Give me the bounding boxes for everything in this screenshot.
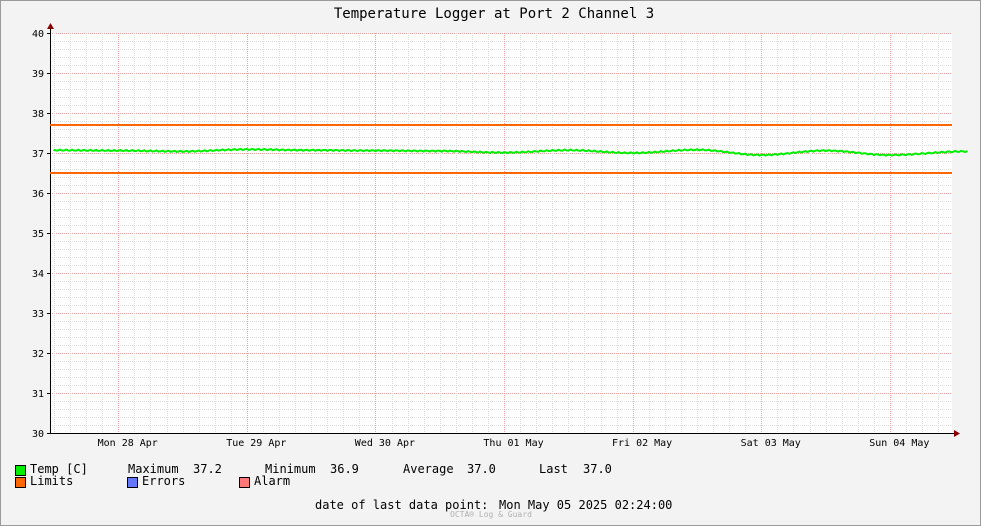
- y-tick-label: 39: [32, 69, 44, 80]
- y-tick-label: 32: [32, 349, 44, 360]
- last-point-value: Mon May 05 2025 02:24:00: [499, 498, 673, 512]
- temp-series-line: [53, 147, 968, 157]
- last-label: Last: [539, 462, 568, 476]
- alarm-swatch: [239, 477, 250, 488]
- maximum-value: 37.2: [193, 462, 222, 476]
- temp-data-point: [53, 149, 55, 151]
- x-tick-label: Fri 02 May: [612, 438, 672, 449]
- x-tick-label: Sun 04 May: [869, 438, 929, 449]
- temp-data-point: [567, 149, 570, 151]
- x-tick-labels: Mon 28 Apr Tue 29 Apr Wed 30 Apr Thu 01 May…: [98, 438, 930, 449]
- x-tick-label: Tue 29 Apr: [226, 438, 286, 449]
- temp-data-point: [117, 149, 120, 152]
- y-tick-label: 30: [32, 429, 44, 440]
- chart-title: Temperature Logger at Port 2 Channel 3: [334, 6, 654, 22]
- errors-legend-label: Errors: [142, 474, 186, 488]
- temp-data-point: [824, 149, 827, 152]
- x-axis-arrow: [954, 430, 960, 437]
- temp-data-point: [246, 148, 248, 151]
- last-point-label: date of last data point:: [315, 498, 489, 512]
- watermark: OCTA® Log & Guard: [450, 510, 532, 519]
- axes: [47, 23, 960, 437]
- average-value: 37.0: [467, 462, 496, 476]
- y-tick-label: 33: [32, 309, 44, 320]
- y-tick-label: 31: [32, 389, 44, 400]
- temp-data-point: [374, 149, 377, 152]
- maximum-label: Maximum: [128, 462, 179, 476]
- minimum-label: Minimum: [265, 462, 316, 476]
- limit-lines: [50, 124, 952, 174]
- temp-data-point: [310, 149, 313, 151]
- temp-data-point: [631, 152, 634, 154]
- y-tick-label: 38: [32, 109, 44, 120]
- series: [53, 147, 968, 157]
- temp-data-point: [966, 150, 968, 153]
- temp-legend-label: Temp [C]: [30, 462, 88, 476]
- y-tick-label: 34: [32, 269, 44, 280]
- temp-swatch: [15, 465, 26, 476]
- x-tick-label: Wed 30 Apr: [355, 438, 415, 449]
- x-tick-label: Thu 01 May: [483, 438, 543, 449]
- temp-data-point: [181, 150, 184, 153]
- alarm-legend-label: Alarm: [254, 474, 291, 488]
- temp-data-point: [760, 154, 763, 156]
- limits-legend-label: Limits: [30, 474, 74, 488]
- temp-data-point: [696, 149, 698, 151]
- x-tick-label: Sat 03 May: [741, 438, 801, 449]
- minimum-value: 36.9: [330, 462, 359, 476]
- y-tick-label: 35: [32, 229, 44, 240]
- temp-data-point: [889, 154, 891, 156]
- temp-data-point: [503, 151, 505, 154]
- errors-swatch: [127, 477, 138, 488]
- y-tick-label: 37: [32, 149, 44, 160]
- y-tick-label: 36: [32, 189, 44, 200]
- y-axis-arrow: [47, 23, 54, 29]
- y-tick-labels: 30 31 32 33 34 35 36 37 38 39 40: [32, 29, 50, 440]
- last-value: 37.0: [583, 462, 612, 476]
- average-label: Average: [403, 462, 454, 476]
- x-tick-label: Mon 28 Apr: [98, 438, 158, 449]
- limits-swatch: [15, 477, 26, 488]
- temp-data-point: [439, 150, 441, 152]
- y-tick-label: 40: [32, 29, 44, 40]
- grid: [50, 33, 952, 434]
